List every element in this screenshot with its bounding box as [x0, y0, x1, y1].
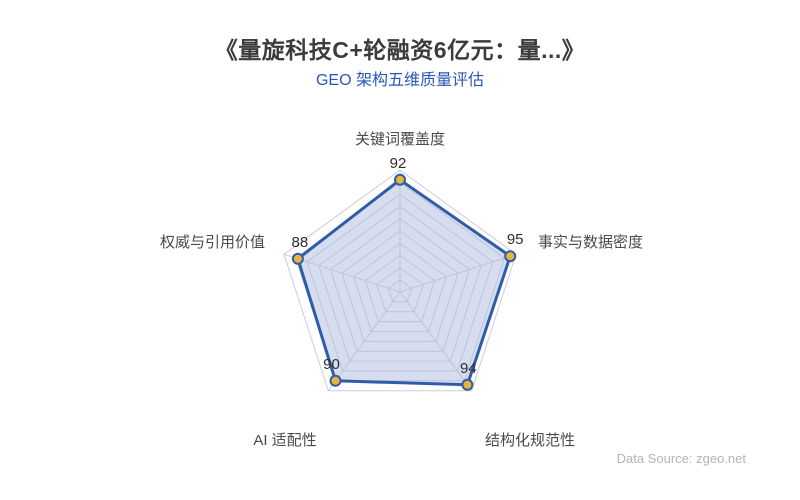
value-label-structure-compliance: 94 — [460, 360, 477, 377]
axis-label-structure-compliance: 结构化规范性 — [485, 432, 575, 449]
radar-axis-labels: 关键词覆盖度 事实与数据密度 结构化规范性 AI 适配性 权威与引用价值 — [160, 131, 643, 449]
radar-data-points — [291, 173, 517, 391]
value-label-authority-citation: 88 — [292, 234, 309, 251]
axis-label-ai-adaptability: AI 适配性 — [253, 432, 316, 449]
data-source-note: Data Source: zgeo.net — [616, 451, 746, 466]
chart-subtitle: GEO 架构五维质量评估 — [315, 72, 484, 89]
value-label-fact-density: 95 — [507, 231, 524, 248]
axis-label-authority-citation: 权威与引用价值 — [160, 234, 265, 251]
page-title: 《量旋科技C+轮融资6亿元：量...》 — [214, 37, 586, 63]
radar-value-labels: 92 95 94 90 88 — [292, 155, 524, 377]
axis-label-keyword-coverage: 关键词覆盖度 — [355, 131, 445, 148]
value-label-keyword-coverage: 92 — [390, 155, 407, 172]
value-label-ai-adaptability: 90 — [323, 356, 340, 373]
axis-label-fact-density: 事实与数据密度 — [538, 234, 643, 251]
radar-series-polygon — [296, 178, 512, 387]
